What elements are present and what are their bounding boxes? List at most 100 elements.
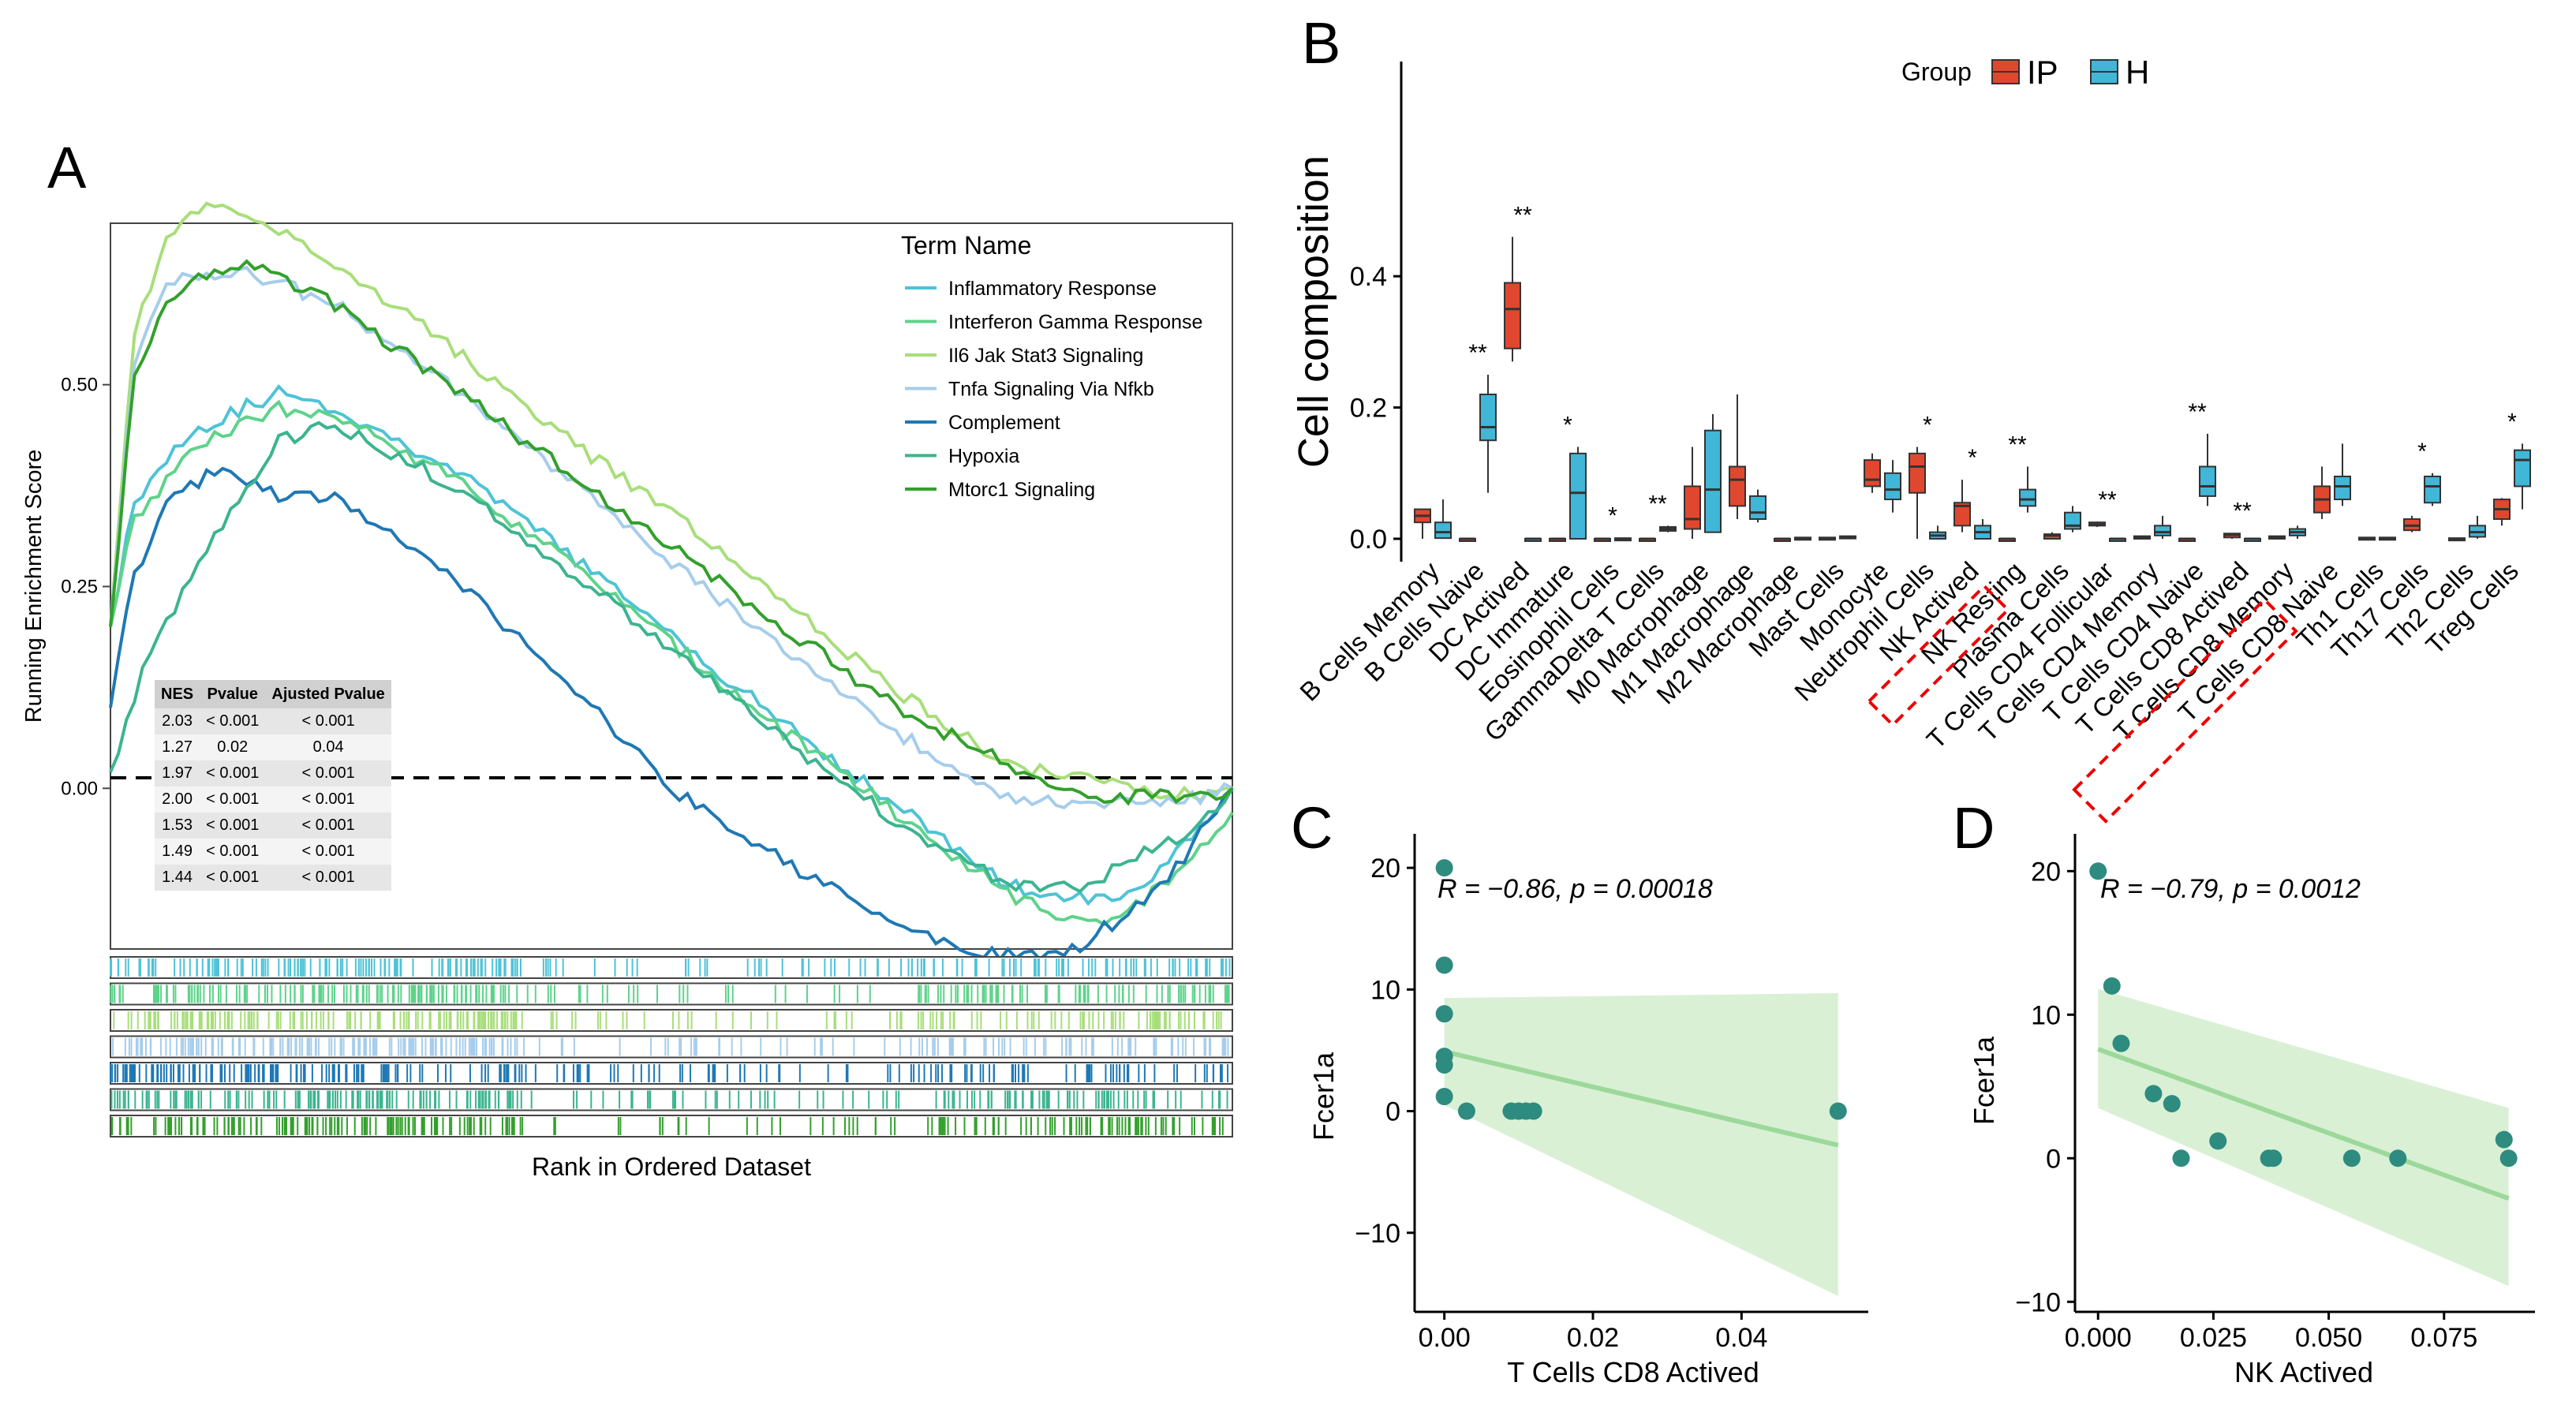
stats-table-cell: < 0.001 <box>265 813 391 839</box>
ci-band <box>2098 988 2509 1287</box>
panel-label-b: B <box>1302 10 1340 76</box>
significance-mark: ** <box>1513 202 1532 228</box>
box <box>1729 465 1746 507</box>
gene-hit-ticks <box>113 1011 1222 1029</box>
enrichment-line <box>109 399 1234 927</box>
box <box>1953 502 1971 527</box>
box-h <box>2424 473 2441 506</box>
significance-mark: * <box>1608 502 1617 529</box>
regression-line <box>1443 1049 1839 1148</box>
confidence-band <box>2097 988 2510 1287</box>
box-h <box>2199 433 2216 506</box>
panel-d-axes: −10 0 10 20 0.000 0.025 0.050 0.075 <box>2015 834 2535 1353</box>
box-h <box>1479 375 1497 493</box>
box <box>2199 465 2216 497</box>
y-tick-label: 20 <box>2031 857 2061 887</box>
box <box>1569 452 1587 540</box>
box-h <box>1974 519 1991 540</box>
significance-mark: * <box>2417 439 2427 465</box>
box-ip <box>1864 453 1881 493</box>
legend-label: Tnfa Signaling Via Nfkb <box>948 379 1154 401</box>
panel-d-x-label: NK Actived <box>2234 1356 2373 1388</box>
box-h <box>1749 489 1767 523</box>
box-h <box>2334 443 2351 506</box>
box-h <box>1659 525 1677 532</box>
box-ip <box>2268 535 2286 540</box>
box-ip <box>1639 537 1656 542</box>
column-header-adjusted-pvalue: Ajusted Pvalue <box>265 680 391 708</box>
box-ip <box>2403 515 2421 532</box>
data-point <box>2163 1095 2181 1113</box>
significance-mark: * <box>2507 409 2517 435</box>
enrichment-lines <box>109 201 1234 962</box>
y-tick-label: 0.2 <box>1350 394 1387 424</box>
box-ip <box>2178 537 2196 542</box>
box-ip <box>1684 446 1701 539</box>
box-ip <box>2493 498 2511 526</box>
x-tick-label: 0.04 <box>1715 1323 1767 1353</box>
data-point <box>1829 1102 1847 1120</box>
legend-label-h: H <box>2125 54 2149 91</box>
legend-label: Mtorc1 Signaling <box>948 479 1095 501</box>
box <box>2514 449 2531 488</box>
box-h <box>1794 536 1811 541</box>
x-tick-label: 0.000 <box>2065 1323 2132 1353</box>
box <box>2019 488 2036 507</box>
box-ip <box>1953 480 1971 532</box>
y-tick-label: 0.4 <box>1350 262 1387 292</box>
gene-hit-strip-frame <box>110 1088 1233 1111</box>
box <box>1704 429 1722 533</box>
stats-table-cell: < 0.001 <box>200 839 266 865</box>
box <box>1909 452 1926 494</box>
gene-hit-ticks <box>110 984 1230 1003</box>
scatter-points <box>1435 859 1847 1120</box>
panel-label-c: C <box>1291 795 1333 861</box>
gene-hit-strips <box>110 956 1233 1138</box>
enrichment-line <box>109 259 1234 806</box>
column-header-nes: NES <box>155 680 200 708</box>
box <box>2334 475 2351 501</box>
box-ip <box>1459 537 1476 542</box>
highlight-t-cells-cd8-actived <box>2072 597 2298 824</box>
box-ip <box>2133 535 2151 540</box>
panel-a-legend: Term Name Inflammatory Response Interfero… <box>901 231 1202 501</box>
stats-table-row: 1.27 0.02 0.04 <box>155 734 391 760</box>
data-point <box>1435 1088 1453 1106</box>
box-h <box>1524 537 1542 542</box>
stats-table-cell: 2.03 <box>155 708 200 734</box>
enrichment-line <box>109 383 1234 906</box>
legend-label: Complement <box>948 412 1060 434</box>
panel-b-legend: Group IP H <box>1901 54 2149 91</box>
y-tick-label: 0 <box>1385 1097 1400 1127</box>
box <box>1504 282 1521 349</box>
stats-table-header: NES Pvalue Ajusted Pvalue <box>155 680 391 708</box>
y-tick-label: 0.00 <box>61 778 98 799</box>
box-h <box>1614 537 1632 542</box>
y-tick-label: 10 <box>1370 975 1400 1005</box>
data-point <box>2103 977 2121 995</box>
enrichment-line <box>109 201 1233 803</box>
gene-hit-strip-frame <box>110 982 1233 1006</box>
significance-mark: ** <box>2098 487 2117 513</box>
stats-table-cell: 1.44 <box>155 865 200 891</box>
box-ip <box>1819 536 1836 541</box>
confidence-band <box>1443 992 1839 1296</box>
data-point <box>2342 1149 2361 1168</box>
x-tick-label: 0.025 <box>2180 1323 2247 1353</box>
panel-b-y-ticks: 0.0 0.2 0.4 <box>1350 262 1401 555</box>
box <box>1684 485 1701 530</box>
box <box>1884 472 1901 501</box>
significance-mark: * <box>1968 445 1977 471</box>
stats-table-cell: 0.02 <box>200 734 266 760</box>
significance-mark: ** <box>1648 491 1667 517</box>
box-h <box>1929 525 1946 540</box>
y-tick-label: 10 <box>2031 1000 2061 1030</box>
data-point <box>2144 1085 2163 1103</box>
box-h <box>1704 413 1722 533</box>
y-tick-label: 0 <box>2046 1144 2061 1174</box>
data-point <box>2209 1132 2227 1150</box>
stats-table-row: 1.53 < 0.001 < 0.001 <box>155 813 391 839</box>
x-tick-label: 0.02 <box>1567 1323 1619 1353</box>
box-ip <box>1549 537 1566 542</box>
y-tick-label: 20 <box>1370 854 1400 884</box>
